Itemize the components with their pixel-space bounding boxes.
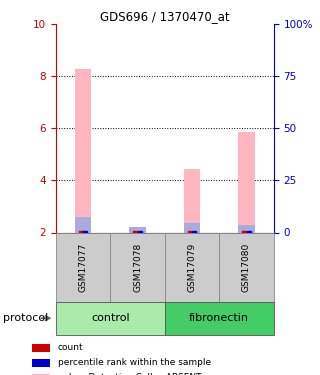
Text: value, Detection Call = ABSENT: value, Detection Call = ABSENT (58, 373, 201, 375)
Text: control: control (91, 313, 130, 323)
Bar (75, 217, 92, 232)
Bar (130, 227, 146, 232)
Bar (130, 229, 146, 232)
Bar (238, 132, 255, 232)
Text: percentile rank within the sample: percentile rank within the sample (58, 358, 211, 367)
Bar (75, 69, 92, 232)
Bar (238, 225, 255, 232)
Text: GSM17077: GSM17077 (79, 243, 88, 292)
Text: GSM17079: GSM17079 (188, 243, 196, 292)
Text: GSM17080: GSM17080 (242, 243, 251, 292)
Title: GDS696 / 1370470_at: GDS696 / 1370470_at (100, 10, 230, 23)
Text: GSM17078: GSM17078 (133, 243, 142, 292)
Bar (184, 169, 200, 232)
Text: protocol: protocol (3, 313, 48, 323)
Bar (184, 224, 200, 232)
Text: count: count (58, 343, 83, 352)
Text: fibronectin: fibronectin (189, 313, 249, 323)
